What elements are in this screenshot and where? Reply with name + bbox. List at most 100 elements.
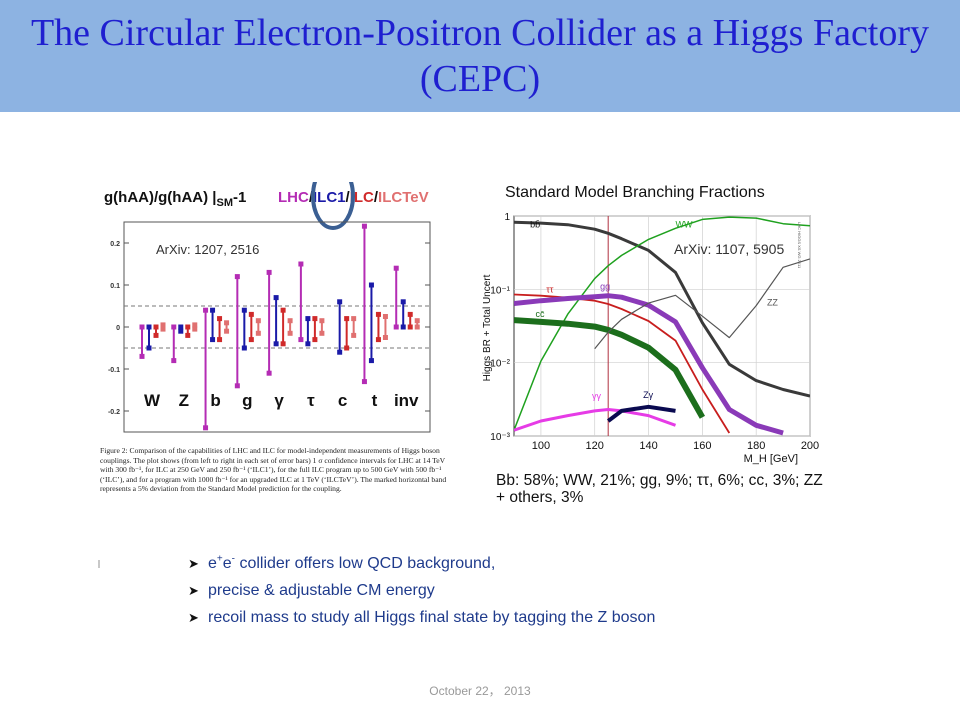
bullet-list: ➤ e+e- collider offers low QCD background…	[188, 546, 888, 631]
error-bar-end	[298, 261, 304, 267]
category-label: Z	[179, 391, 189, 410]
error-bar-end	[153, 324, 159, 330]
figure-caption: Figure 2: Comparison of the capabilities…	[100, 446, 447, 494]
error-bar-end	[400, 324, 406, 330]
error-bar-end	[273, 295, 279, 301]
category-label: g	[242, 391, 252, 410]
category-label: b	[210, 391, 220, 410]
error-bar-end	[241, 345, 247, 351]
error-bar-end	[298, 337, 304, 343]
category-label: t	[372, 391, 378, 410]
y-tick-label: -0.1	[108, 367, 120, 374]
error-bar-end	[361, 223, 367, 229]
error-bar-end	[192, 326, 198, 332]
error-bar-end	[382, 314, 388, 319]
category-label: γ	[274, 391, 284, 410]
error-bar-end	[234, 274, 240, 280]
branching-chart: 100 120 140 160 180 200 10⁻³ 10⁻² 10⁻¹ 1 M_H [GeV]…	[482, 212, 819, 465]
error-bar-end	[337, 349, 343, 355]
error-bar-end	[414, 318, 420, 324]
error-bar-end	[368, 358, 374, 364]
y-axis-label: g(hAA)/g(hAA) |SM-1	[104, 189, 246, 209]
error-bar-end	[153, 332, 159, 338]
error-bar-end	[139, 353, 145, 359]
x-tick-label: 160	[693, 440, 711, 452]
error-bar-end	[185, 332, 191, 338]
y-tick-label: -0.2	[108, 409, 120, 416]
error-bar-end	[368, 282, 374, 288]
series-line	[594, 258, 810, 350]
series-label: bb̄	[530, 219, 540, 229]
error-bar-end	[287, 318, 293, 324]
error-bar-end	[375, 337, 381, 343]
series-line	[606, 404, 676, 423]
error-bar-end	[248, 311, 254, 317]
error-bar-end	[266, 370, 272, 376]
error-bar-end	[146, 324, 152, 330]
series-line	[514, 293, 784, 436]
error-bar-end	[224, 328, 230, 334]
chart-annotation: ArXiv: 1107, 5905	[674, 241, 784, 257]
error-bar-end	[382, 335, 388, 340]
error-bar-end	[319, 318, 325, 324]
error-bar-end	[305, 316, 311, 322]
error-bar-end	[407, 324, 413, 330]
series-line	[514, 317, 706, 419]
error-bar-end	[185, 324, 191, 330]
title-banner: The Circular Electron-Positron Collider …	[0, 0, 960, 112]
y-tick-label: 1	[504, 212, 510, 223]
error-bar-end	[178, 324, 184, 330]
error-bar-end	[203, 425, 209, 431]
error-bar-end	[361, 379, 367, 385]
error-bar-end	[146, 345, 152, 351]
error-bar-end	[217, 316, 223, 322]
y-tick-label: 0.2	[110, 241, 120, 248]
slide-title: The Circular Electron-Positron Collider …	[30, 12, 930, 100]
error-bar-end	[400, 299, 406, 305]
arrow-bullet-icon: ➤	[188, 610, 199, 626]
error-bar-end	[217, 337, 223, 343]
series-label: Zγ	[643, 390, 653, 400]
error-bar-end	[210, 337, 216, 343]
error-bar-end	[414, 324, 420, 330]
error-bar-end	[160, 322, 166, 328]
category-label: inv	[394, 391, 419, 410]
category-label: c	[338, 391, 347, 410]
error-bar-end	[305, 341, 311, 347]
series-label: cc̄	[536, 309, 546, 319]
error-bar-end	[280, 307, 286, 313]
bullet-text: e+e- collider offers low QCD background,	[208, 554, 496, 573]
category-label: W	[144, 391, 161, 410]
highlight-circle	[311, 182, 355, 230]
error-bar-end	[393, 324, 399, 330]
watermark: LHC HIGGS XS WG 2011	[797, 222, 802, 269]
x-tick-label: 100	[532, 440, 550, 452]
error-bar-end	[393, 265, 399, 271]
error-bar-end	[280, 341, 286, 347]
error-bar-end	[351, 316, 357, 322]
series-label: gg	[600, 281, 610, 291]
error-bar-end	[171, 324, 177, 330]
error-bar-end	[337, 299, 343, 305]
y-tick-label: 10⁻¹	[490, 285, 510, 296]
decor-mark	[98, 560, 100, 568]
error-bar-end	[171, 358, 177, 364]
error-bar-end	[407, 311, 413, 317]
error-bar-end	[312, 337, 318, 343]
error-bar-end	[312, 316, 318, 322]
x-tick-label: 200	[801, 440, 819, 452]
bullet-text: recoil mass to study all Higgs final sta…	[208, 609, 656, 627]
error-bar-end	[203, 307, 209, 313]
legend: LHC/ILC1/ILC/ILCTeV	[278, 189, 429, 206]
chart-annotation: ArXiv: 1207, 2516	[156, 242, 259, 257]
error-bar-end	[255, 318, 261, 324]
error-bar-end	[139, 324, 145, 330]
series-line	[514, 408, 677, 432]
y-tick-label: 0.1	[110, 283, 120, 290]
error-bar-end	[287, 330, 293, 336]
series-label: γγ	[592, 391, 602, 401]
series-label: ττ	[546, 285, 554, 295]
category-label: τ	[307, 391, 315, 410]
error-bar-end	[273, 341, 279, 347]
footer-date: October 22， 2013	[429, 684, 531, 698]
